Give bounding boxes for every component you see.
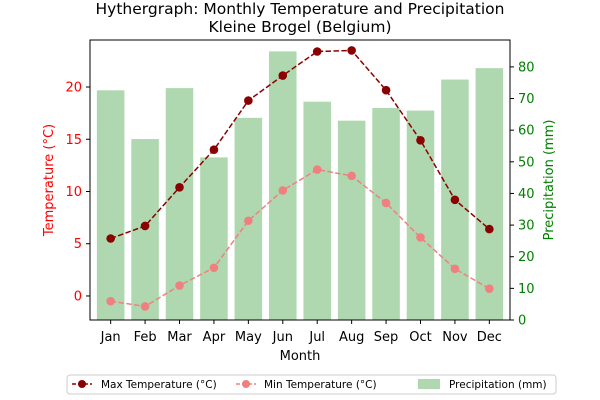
max-temp-point-feb xyxy=(140,221,150,231)
chart-title: Hythergraph: Monthly Temperature and Pre… xyxy=(96,0,505,18)
precipitation-bars xyxy=(96,51,504,320)
legend-precipitation-label: Precipitation (mm) xyxy=(449,379,547,391)
x-tick-label-nov: Nov xyxy=(442,330,468,345)
right-tick-label: 10 xyxy=(518,282,535,297)
left-tick-label: 20 xyxy=(65,81,82,96)
min-temp-point-feb xyxy=(140,302,150,311)
min-temp-point-aug xyxy=(347,171,356,181)
left-tick-label: 0 xyxy=(74,289,82,304)
legend-item-precipitation: Precipitation (mm) xyxy=(418,379,547,391)
legend-precipitation-swatch xyxy=(418,379,440,389)
max-temp-point-sep xyxy=(381,85,391,95)
precipitation-bar-jan xyxy=(96,90,125,320)
x-tick-label-mar: Mar xyxy=(167,330,192,345)
max-temp-point-oct xyxy=(416,135,425,145)
min-temp-line xyxy=(110,168,490,308)
x-tick-label-jun: Jun xyxy=(272,330,293,345)
min-temp-point-mar xyxy=(175,281,184,290)
left-tick-label: 15 xyxy=(65,133,82,148)
left-tick-label: 5 xyxy=(74,237,82,252)
temperature-lines xyxy=(106,46,494,311)
precipitation-bar-jun xyxy=(269,51,297,320)
min-temp-point-oct xyxy=(416,233,425,242)
x-tick-label-may: May xyxy=(235,330,262,345)
x-tick-label-aug: Aug xyxy=(339,330,364,345)
max-temp-point-apr xyxy=(209,145,219,155)
precipitation-bar-sep xyxy=(372,108,400,320)
right-tick-label: 0 xyxy=(518,314,526,329)
legend-min-temp-marker xyxy=(242,380,250,388)
left-axis: 0 5 10 15 20 xyxy=(65,81,90,304)
x-tick-label-feb: Feb xyxy=(134,330,157,345)
chart-subtitle: Kleine Brogel (Belgium) xyxy=(209,18,392,36)
min-temp-point-apr xyxy=(209,263,219,273)
x-axis: Jan Feb Mar Apr May Jun Jul Aug Sep Oct Nov Dec xyxy=(100,320,502,345)
x-axis-label: Month xyxy=(280,349,321,364)
plot-frame xyxy=(89,39,511,321)
right-tick-label: 80 xyxy=(518,60,535,75)
max-temp-point-may xyxy=(244,96,253,105)
left-tick-label: 10 xyxy=(65,185,82,200)
min-temp-point-jun xyxy=(278,186,288,195)
legend-min-temp-label: Min Temperature (°C) xyxy=(264,379,377,391)
right-tick-label: 70 xyxy=(518,92,535,107)
max-temp-point-aug xyxy=(347,46,356,55)
right-axis: 0 10 20 30 40 50 60 70 80 xyxy=(510,60,535,329)
x-tick-label-jan: Jan xyxy=(100,330,121,345)
x-tick-label-oct: Oct xyxy=(409,330,431,345)
x-tick-label-dec: Dec xyxy=(477,330,502,345)
max-temp-line xyxy=(110,49,490,240)
right-tick-label: 20 xyxy=(518,250,535,265)
right-tick-label: 30 xyxy=(518,219,535,234)
right-tick-label: 40 xyxy=(518,187,535,202)
max-temp-point-nov xyxy=(450,195,460,205)
left-axis-label: Temperature (°C) xyxy=(42,124,57,237)
precipitation-bar-aug xyxy=(337,120,366,320)
precipitation-bar-apr xyxy=(200,157,228,320)
min-temp-point-may xyxy=(244,216,253,226)
max-temp-point-mar xyxy=(175,183,184,192)
max-temp-point-dec xyxy=(485,224,494,234)
min-temp-point-sep xyxy=(381,198,391,208)
max-temp-point-jul xyxy=(312,47,322,56)
min-temp-point-jan xyxy=(106,296,115,306)
right-tick-label: 60 xyxy=(518,124,535,139)
min-temp-point-nov xyxy=(450,264,460,274)
x-tick-label-sep: Sep xyxy=(374,330,399,345)
x-tick-label-apr: Apr xyxy=(203,330,226,345)
max-temp-point-jun xyxy=(278,71,288,80)
right-axis-label: Precipitation (mm) xyxy=(542,120,557,241)
max-temp-point-jan xyxy=(106,234,115,243)
precipitation-bar-dec xyxy=(475,68,504,320)
legend-item-max-temp: Max Temperature (°C) xyxy=(72,379,217,391)
legend-max-temp-label: Max Temperature (°C) xyxy=(101,379,217,391)
legend: Max Temperature (°C) Min Temperature (°C… xyxy=(66,374,557,395)
precipitation-bar-jul xyxy=(303,101,331,320)
min-temp-point-jul xyxy=(312,165,322,174)
right-tick-label: 50 xyxy=(518,155,535,170)
min-temp-point-dec xyxy=(485,284,494,293)
legend-item-min-temp: Min Temperature (°C) xyxy=(236,379,377,391)
x-tick-label-jul: Jul xyxy=(308,330,325,345)
precipitation-bar-oct xyxy=(406,110,435,320)
legend-max-temp-marker xyxy=(78,380,86,388)
